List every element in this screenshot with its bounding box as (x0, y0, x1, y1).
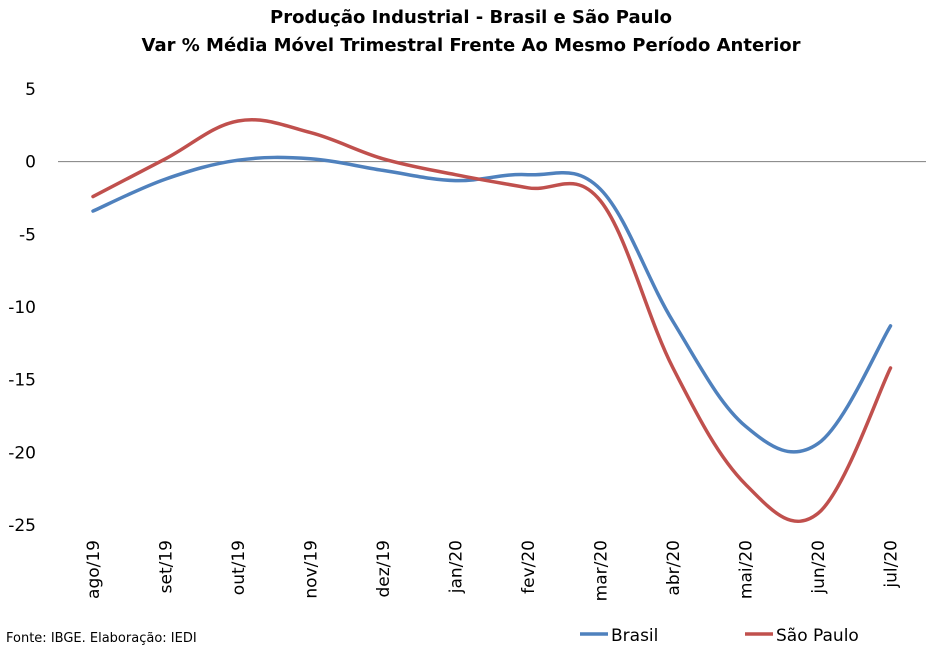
y-tick-label: 0 (25, 153, 36, 173)
y-tick-label: -10 (8, 298, 36, 318)
x-tick-label: out/19 (229, 540, 249, 595)
chart-title: Produção Industrial - Brasil e São Paulo (270, 7, 672, 28)
y-tick-label: -15 (8, 371, 36, 391)
legend-label-brasil: Brasil (611, 626, 658, 646)
x-tick-label: fev/20 (519, 540, 539, 594)
y-tick-label: 5 (25, 80, 36, 100)
x-tick-label: ago/19 (84, 540, 104, 599)
x-tick-label: abr/20 (664, 540, 684, 596)
x-tick-label: nov/19 (302, 540, 322, 599)
x-tick-label: dez/19 (374, 540, 394, 598)
legend-label-s-o-paulo: São Paulo (776, 626, 859, 646)
x-tick-label: set/19 (157, 540, 177, 593)
chart-subtitle: Var % Média Móvel Trimestral Frente Ao M… (141, 35, 801, 56)
x-tick-label: jul/20 (882, 540, 902, 589)
x-tick-label: mai/20 (737, 540, 757, 599)
y-tick-label: -20 (8, 443, 36, 463)
x-tick-label: mar/20 (592, 540, 612, 601)
x-tick-label: jun/20 (809, 540, 829, 595)
series-line-brasil (91, 155, 893, 454)
source-note: Fonte: IBGE. Elaboração: IEDI (6, 631, 197, 646)
y-tick-label: -25 (8, 516, 36, 536)
y-tick-label: -5 (19, 225, 36, 245)
x-tick-label: jan/20 (447, 540, 467, 594)
series-line-s-o-paulo (91, 118, 893, 524)
